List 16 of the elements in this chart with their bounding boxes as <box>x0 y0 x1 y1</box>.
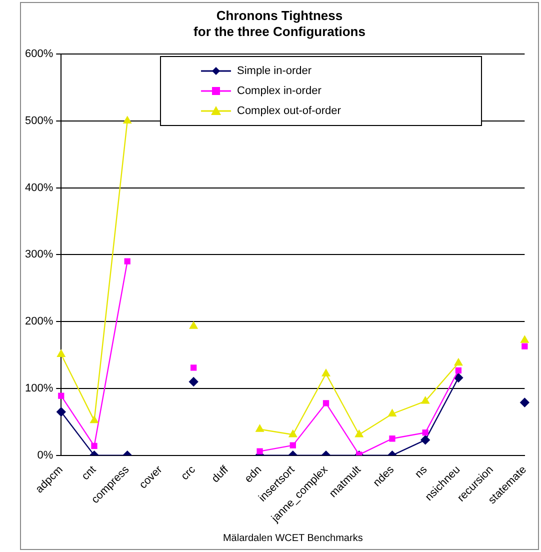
x-axis-title: Mälardalen WCET Benchmarks <box>222 532 363 544</box>
y-tick-label: 200% <box>24 316 54 328</box>
y-tick-label: 500% <box>24 114 54 127</box>
y-tick-label: 400% <box>24 182 54 194</box>
legend-label: Simple in-order <box>237 65 312 77</box>
y-tick-label: 600% <box>24 48 54 60</box>
x-tick-label: duff <box>210 463 232 486</box>
y-tick-label: 0% <box>37 449 54 462</box>
legend-label: Complex out-of-order <box>237 105 341 117</box>
y-tick-label: 100% <box>24 382 54 394</box>
x-tick-label: ns <box>412 463 430 480</box>
legend-label: Complex in-order <box>237 85 322 97</box>
chart-subtitle: for the three Configurations <box>192 24 366 40</box>
x-tick-label: crc <box>178 463 198 483</box>
chart-title: Chronons Tightness <box>215 8 344 24</box>
y-tick-label: 300% <box>24 248 54 261</box>
